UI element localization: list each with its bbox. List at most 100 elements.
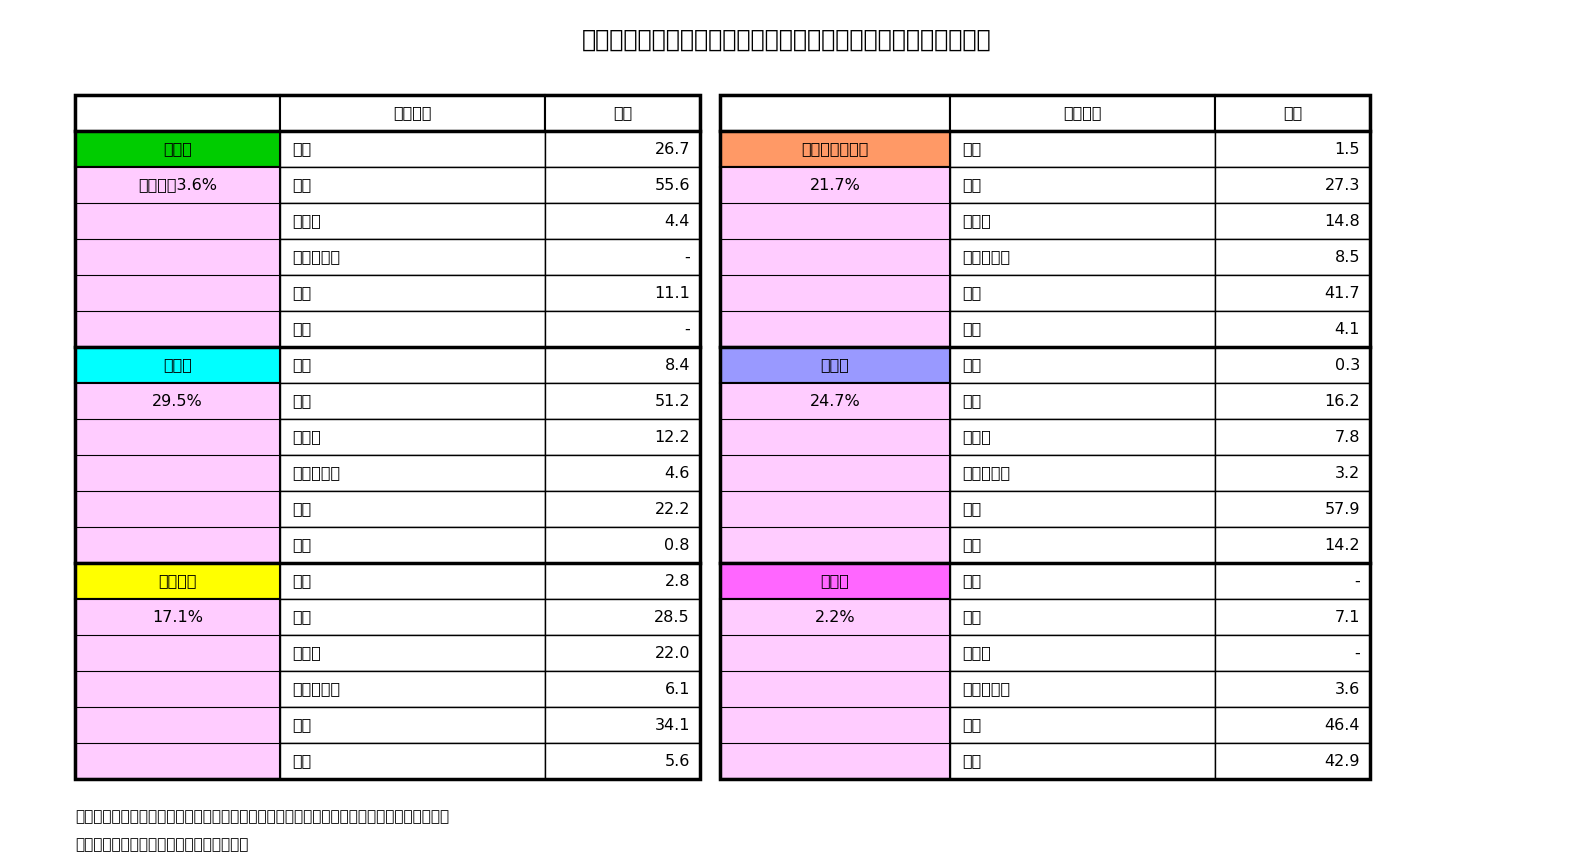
Text: 院卒: 院卒 bbox=[293, 538, 312, 552]
Text: 夫の学歴: 夫の学歴 bbox=[1064, 106, 1102, 120]
Bar bbox=[719, 599, 951, 779]
Bar bbox=[1215, 311, 1369, 347]
Text: 短大高専卒: 短大高専卒 bbox=[293, 249, 340, 265]
Text: 資料）社会保障・人口問題研究所「第１４回出生動向基本調査（夫婦調査）」より筆者作成: 資料）社会保障・人口問題研究所「第１４回出生動向基本調査（夫婦調査）」より筆者作… bbox=[76, 809, 449, 824]
Text: 8.4: 8.4 bbox=[664, 358, 689, 372]
Bar bbox=[1215, 599, 1369, 635]
Bar bbox=[280, 347, 545, 383]
Bar bbox=[545, 455, 700, 491]
Text: 41.7: 41.7 bbox=[1324, 286, 1360, 300]
Bar bbox=[719, 95, 951, 131]
Text: 2.8: 2.8 bbox=[664, 574, 689, 588]
Text: 24.7%: 24.7% bbox=[809, 394, 861, 408]
Bar bbox=[545, 203, 700, 239]
Bar bbox=[76, 599, 280, 779]
Text: 割合: 割合 bbox=[612, 106, 633, 120]
Text: 中卒: 中卒 bbox=[962, 142, 981, 157]
Bar bbox=[951, 599, 1215, 635]
Bar bbox=[280, 419, 545, 455]
Text: 2.2%: 2.2% bbox=[815, 610, 855, 624]
Bar bbox=[951, 95, 1215, 131]
Text: 短大高専卒: 短大高専卒 bbox=[293, 465, 340, 481]
Text: 大卒: 大卒 bbox=[293, 286, 312, 300]
Bar bbox=[545, 95, 700, 131]
Text: 高卒: 高卒 bbox=[293, 177, 312, 193]
Text: 中卒: 中卒 bbox=[293, 574, 312, 588]
Bar bbox=[951, 563, 1215, 599]
Bar bbox=[280, 491, 545, 527]
Text: 17.1%: 17.1% bbox=[153, 610, 203, 624]
Text: 7.1: 7.1 bbox=[1335, 610, 1360, 624]
Text: 8.5: 8.5 bbox=[1335, 249, 1360, 265]
Text: 専門卒: 専門卒 bbox=[962, 213, 992, 229]
Text: 大卒: 大卒 bbox=[293, 717, 312, 733]
Text: 専門卒: 専門卒 bbox=[293, 429, 321, 445]
Text: 短大高専卒: 短大高専卒 bbox=[962, 465, 1011, 481]
Text: 高卒: 高卒 bbox=[962, 177, 981, 193]
Text: 院卒: 院卒 bbox=[962, 538, 981, 552]
Bar bbox=[1215, 419, 1369, 455]
Text: 院卒: 院卒 bbox=[962, 322, 981, 336]
Text: -: - bbox=[685, 249, 689, 265]
Bar bbox=[280, 203, 545, 239]
Bar bbox=[280, 455, 545, 491]
Bar bbox=[280, 635, 545, 671]
Text: 12.2: 12.2 bbox=[655, 429, 689, 445]
Bar bbox=[280, 563, 545, 599]
Text: 55.6: 55.6 bbox=[655, 177, 689, 193]
Bar bbox=[951, 635, 1215, 671]
Bar bbox=[1215, 275, 1369, 311]
Text: 高卒妻: 高卒妻 bbox=[164, 358, 192, 372]
Bar bbox=[1215, 167, 1369, 203]
Text: 高卒: 高卒 bbox=[962, 610, 981, 624]
Text: 1.5: 1.5 bbox=[1335, 142, 1360, 157]
Text: 0.3: 0.3 bbox=[1335, 358, 1360, 372]
Bar bbox=[545, 743, 700, 779]
Text: 専門卒: 専門卒 bbox=[962, 646, 992, 660]
Text: 妻全体の3.6%: 妻全体の3.6% bbox=[139, 177, 217, 193]
Bar bbox=[545, 275, 700, 311]
Text: 大卒: 大卒 bbox=[962, 286, 981, 300]
Bar bbox=[951, 131, 1215, 167]
Text: 16.2: 16.2 bbox=[1324, 394, 1360, 408]
Text: ２００５年以降婚姻の合計より作成: ２００５年以降婚姻の合計より作成 bbox=[76, 837, 249, 852]
Bar bbox=[951, 419, 1215, 455]
Bar bbox=[280, 275, 545, 311]
Text: -: - bbox=[1354, 574, 1360, 588]
Text: 専門卒: 専門卒 bbox=[293, 213, 321, 229]
Text: 28.5: 28.5 bbox=[655, 610, 689, 624]
Bar bbox=[76, 383, 280, 563]
Bar bbox=[545, 671, 700, 707]
Text: 短大・高専卒妻: 短大・高専卒妻 bbox=[801, 142, 869, 157]
Bar bbox=[1215, 491, 1369, 527]
Text: 専門卒妻: 専門卒妻 bbox=[159, 574, 197, 588]
Text: 4.1: 4.1 bbox=[1335, 322, 1360, 336]
Text: 大卒妻: 大卒妻 bbox=[820, 358, 850, 372]
Text: 中卒妻: 中卒妻 bbox=[164, 142, 192, 157]
Text: 夫の学歴: 夫の学歴 bbox=[394, 106, 431, 120]
Bar bbox=[719, 95, 1369, 779]
Bar bbox=[545, 383, 700, 419]
Bar bbox=[280, 167, 545, 203]
Text: 専門卒: 専門卒 bbox=[293, 646, 321, 660]
Bar bbox=[545, 311, 700, 347]
Text: 22.0: 22.0 bbox=[655, 646, 689, 660]
Text: 高卒: 高卒 bbox=[293, 610, 312, 624]
Bar bbox=[280, 131, 545, 167]
Bar bbox=[951, 707, 1215, 743]
Text: 42.9: 42.9 bbox=[1324, 753, 1360, 769]
Text: 21.7%: 21.7% bbox=[809, 177, 861, 193]
Bar bbox=[545, 527, 700, 563]
Bar bbox=[719, 167, 951, 347]
Bar bbox=[280, 743, 545, 779]
Bar bbox=[280, 707, 545, 743]
Text: 高卒: 高卒 bbox=[293, 394, 312, 408]
Bar bbox=[280, 671, 545, 707]
Bar bbox=[951, 203, 1215, 239]
Text: 院卒: 院卒 bbox=[293, 322, 312, 336]
Bar bbox=[951, 347, 1215, 383]
Bar bbox=[76, 131, 280, 167]
Text: 7.8: 7.8 bbox=[1335, 429, 1360, 445]
Bar bbox=[1215, 455, 1369, 491]
Text: 中卒: 中卒 bbox=[293, 142, 312, 157]
